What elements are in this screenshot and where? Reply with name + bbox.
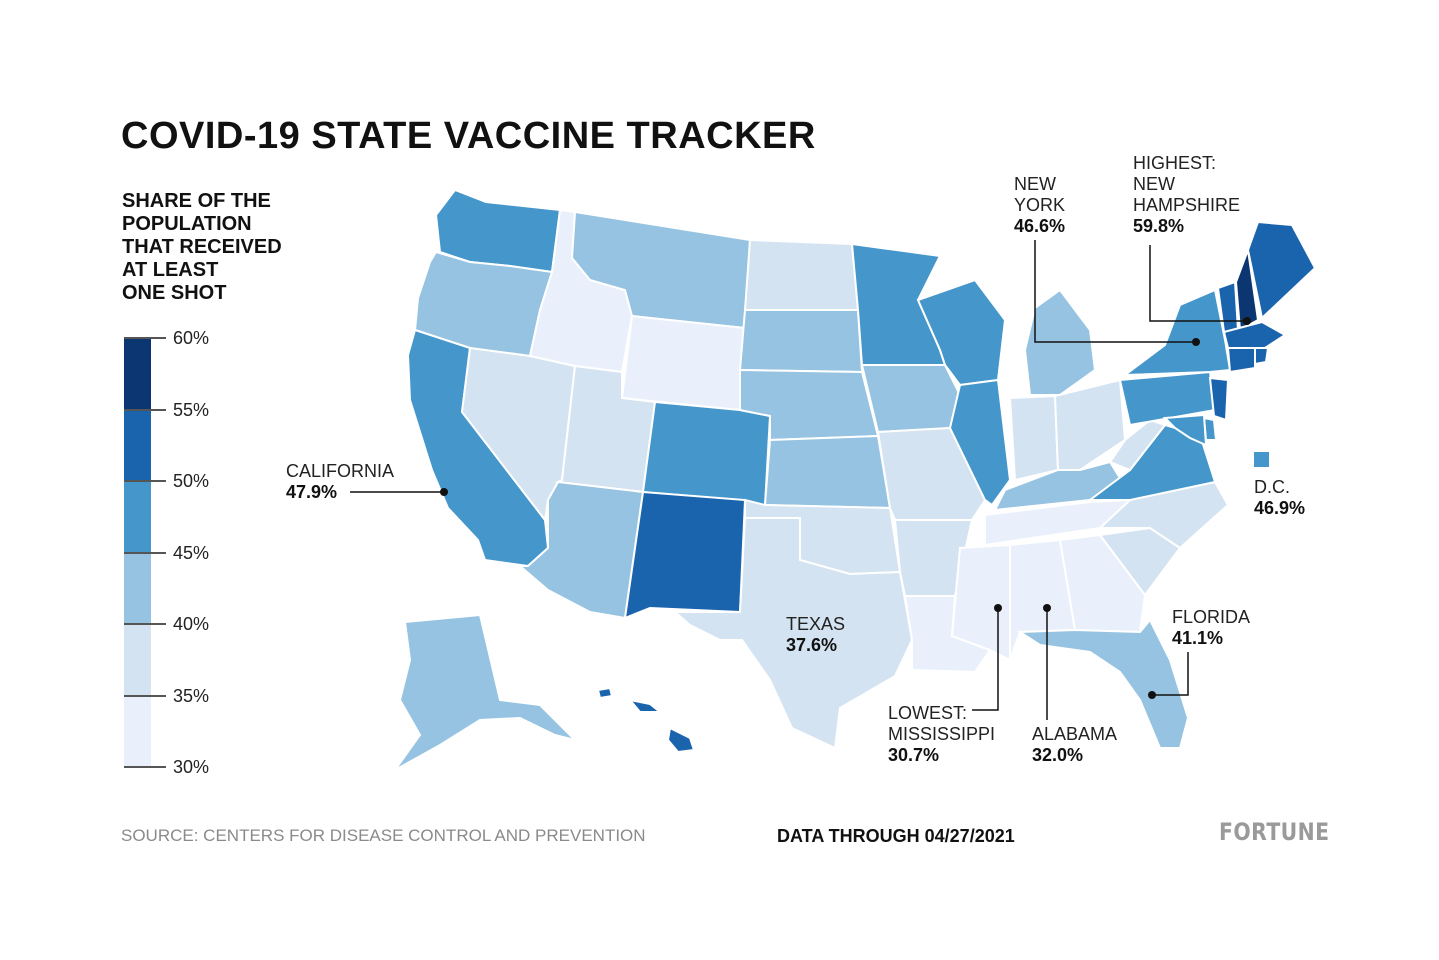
state-hawaii xyxy=(666,726,696,754)
legend-heading-line: SHARE OF THE xyxy=(122,190,271,212)
legend-color-band xyxy=(124,338,151,410)
callout-name: HAMPSHIRE xyxy=(1133,195,1241,215)
callout-florida: FLORIDA 41.1% xyxy=(1172,607,1250,649)
callout-name: YORK xyxy=(1014,195,1066,215)
state-hawaii-islands xyxy=(596,686,614,700)
callout-dc: D.C. 46.9% xyxy=(1254,477,1305,519)
callout-value: 41.1% xyxy=(1172,628,1224,648)
state-massachusetts xyxy=(1222,320,1287,349)
leader-dot-new-hampshire xyxy=(1243,317,1251,325)
callout-mississippi: LOWEST: MISSISSIPPI 30.7% xyxy=(888,703,995,766)
leader-dot-mississippi xyxy=(994,604,1002,612)
state-illinois xyxy=(948,378,1012,507)
callout-name: NEW xyxy=(1133,174,1175,194)
legend-tick-label: 55% xyxy=(173,399,210,420)
callout-name: NEW xyxy=(1014,174,1056,194)
state-west-virginia xyxy=(1108,418,1167,472)
legend-heading-line: THAT RECEIVED xyxy=(122,236,282,258)
callout-name: MISSISSIPPI xyxy=(888,724,996,744)
state-mississippi xyxy=(950,543,1011,662)
legend-tick-mark xyxy=(124,480,166,482)
state-arizona xyxy=(517,480,645,620)
callout-value: 30.7% xyxy=(888,745,940,765)
callout-texas: TEXAS 37.6% xyxy=(786,614,845,656)
leader-dot-florida xyxy=(1148,691,1156,699)
legend-tick-label: 30% xyxy=(173,757,210,777)
leader-new-york xyxy=(1034,240,1196,343)
legend-color-band xyxy=(124,624,151,696)
legend-tick-mark xyxy=(124,551,166,554)
state-new-york xyxy=(1121,288,1232,377)
legend-heading-line: ONE SHOT xyxy=(122,282,227,304)
state-maryland xyxy=(1162,413,1208,447)
state-new-hampshire xyxy=(1234,249,1260,332)
legend-heading-line: POPULATION xyxy=(122,213,252,235)
callout-value: 32.0% xyxy=(1032,745,1084,765)
dc-swatch xyxy=(1254,452,1269,467)
state-kentucky xyxy=(993,460,1122,512)
legend-color-band xyxy=(124,409,151,481)
legend-tick-mark xyxy=(124,623,166,625)
legend-color-band xyxy=(124,481,151,553)
legend-tick-mark xyxy=(124,766,166,768)
state-ohio xyxy=(1053,378,1127,471)
legend-tick-mark xyxy=(124,694,166,697)
callout-value: 46.9% xyxy=(1254,498,1306,518)
callout-new-york: NEW YORK 46.6% xyxy=(1014,174,1065,237)
state-alaska xyxy=(394,613,579,771)
callout-name: FLORIDA xyxy=(1172,607,1251,627)
callout-alabama: ALABAMA 32.0% xyxy=(1032,724,1117,766)
legend-heading: SHARE OF THE POPULATION THAT RECEIVED AT… xyxy=(122,190,322,305)
callout-name: D.C. xyxy=(1254,477,1290,497)
legend-tick-label: 40% xyxy=(173,614,210,634)
legend-tick-mark xyxy=(124,408,166,411)
leader-florida xyxy=(1152,652,1189,696)
callout-value: 47.9% xyxy=(286,482,338,502)
source-note: SOURCE: CENTERS FOR DISEASE CONTROL AND … xyxy=(121,826,646,845)
legend-tick-label: 60% xyxy=(173,328,210,348)
chart-title: COVID-19 STATE VACCINE TRACKER xyxy=(121,115,816,157)
state-rhode-island xyxy=(1254,347,1270,366)
legend-color-band xyxy=(124,552,151,624)
leader-new-hampshire xyxy=(1149,245,1247,322)
callout-value: 37.6% xyxy=(786,635,838,655)
state-georgia xyxy=(1058,533,1147,634)
fortune-logo: FORTUNE xyxy=(1219,818,1330,846)
leader-dot-alabama xyxy=(1043,604,1051,612)
leader-mississippi xyxy=(972,608,999,711)
callout-value: 59.8% xyxy=(1133,216,1185,236)
state-new-mexico xyxy=(623,490,747,620)
legend-color-band xyxy=(124,695,151,767)
legend-heading-line: AT LEAST xyxy=(122,259,219,281)
state-connecticut xyxy=(1226,347,1256,374)
leader-dot-california xyxy=(440,488,448,496)
callout-name: CALIFORNIA xyxy=(286,461,395,481)
legend-color-scale xyxy=(124,338,151,767)
state-texas xyxy=(672,517,914,750)
state-florida xyxy=(1016,618,1190,749)
state-new-jersey xyxy=(1208,376,1230,422)
callout-new-hampshire: HIGHEST: NEW HAMPSHIRE 59.8% xyxy=(1133,153,1240,237)
legend-tick-mark xyxy=(124,337,166,339)
state-maine xyxy=(1246,220,1317,320)
callout-name: LOWEST: xyxy=(888,703,968,723)
data-date: DATA THROUGH 04/27/2021 xyxy=(777,826,1015,846)
callout-name: ALABAMA xyxy=(1032,724,1118,744)
legend-tick-label: 45% xyxy=(173,542,210,563)
callout-value: 46.6% xyxy=(1014,216,1066,236)
leader-dot-new-york xyxy=(1192,338,1200,346)
callout-name: TEXAS xyxy=(786,614,846,634)
callout-california: CALIFORNIA 47.9% xyxy=(286,461,394,503)
legend-tick-label: 50% xyxy=(173,471,210,491)
callout-name: HIGHEST: xyxy=(1133,153,1217,173)
legend-tick-label: 35% xyxy=(173,685,210,706)
state-hawaii-islands xyxy=(627,698,663,713)
